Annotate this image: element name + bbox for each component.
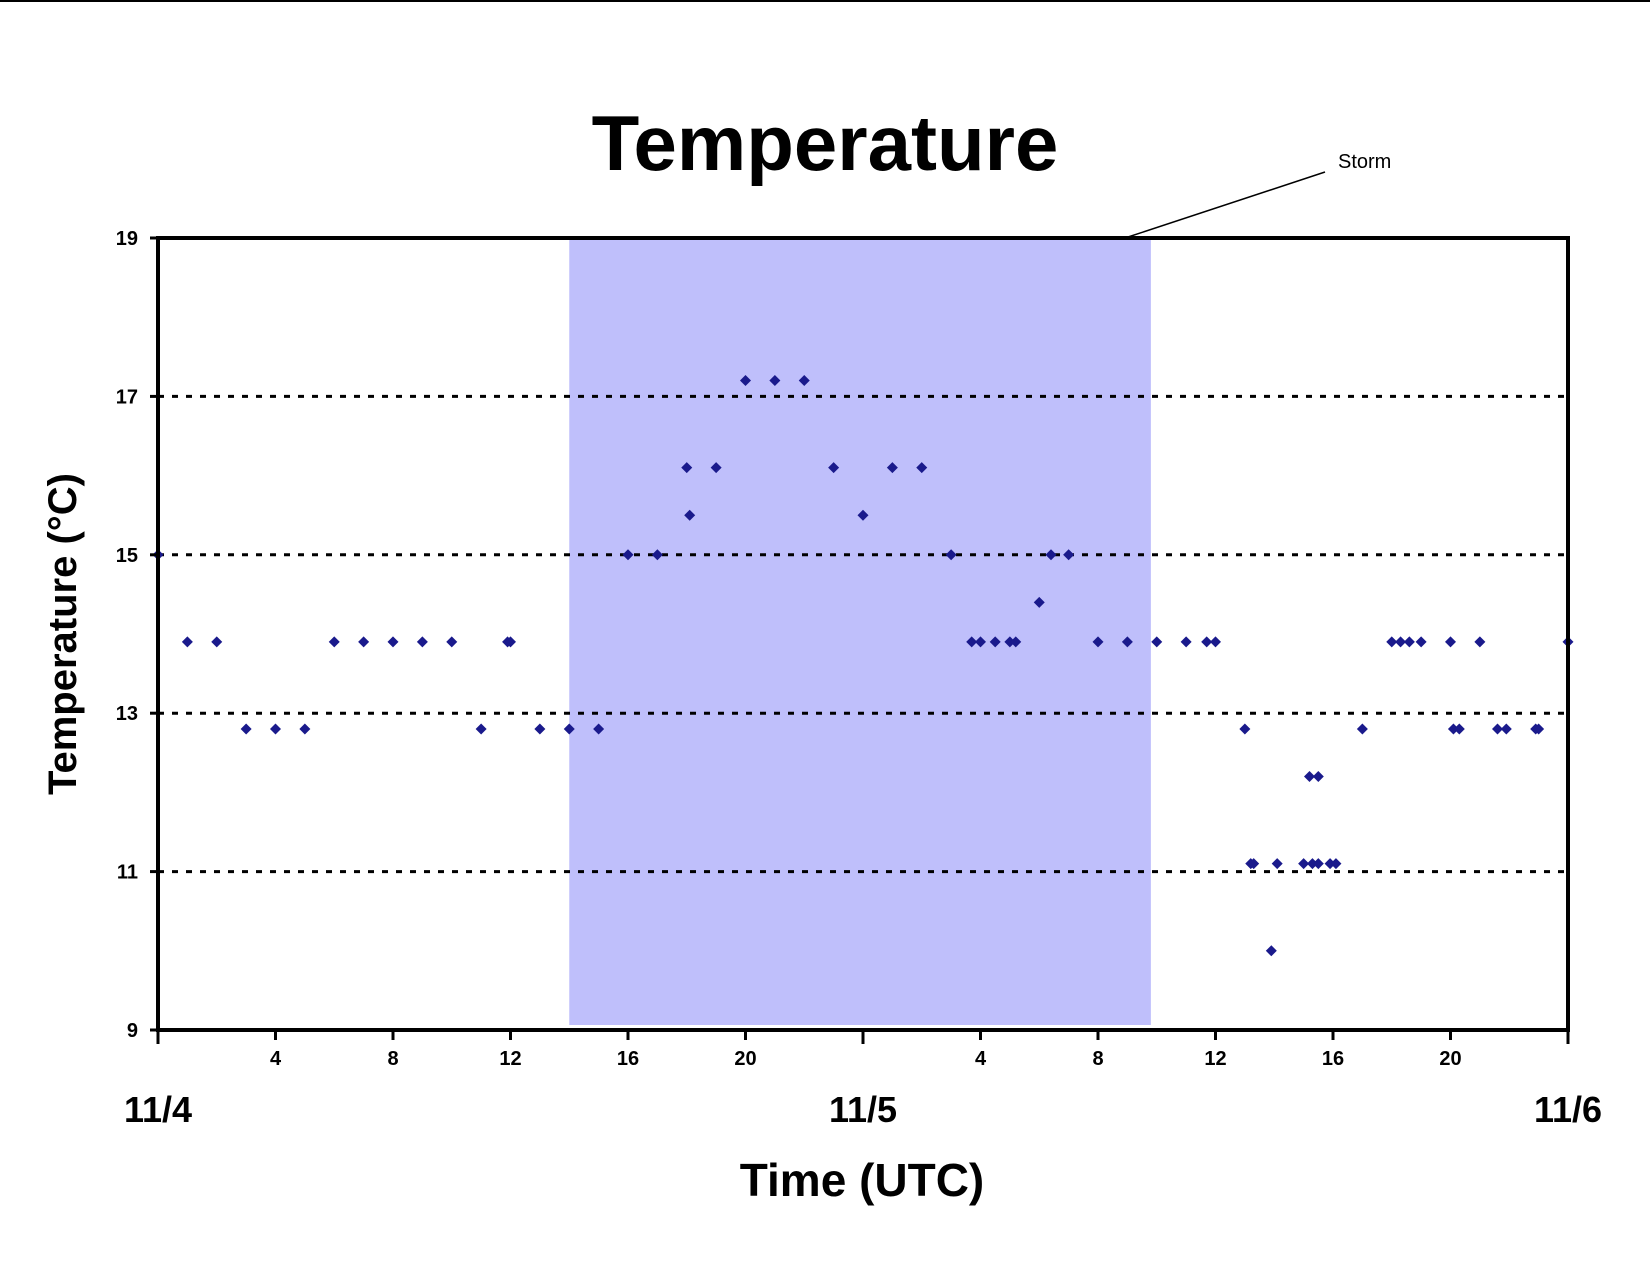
- data-point: [622, 549, 634, 561]
- data-point: [651, 549, 663, 561]
- x-tick-label: 12: [1204, 1048, 1226, 1070]
- data-point: [1312, 771, 1324, 783]
- data-point: [1004, 636, 1016, 648]
- x-tick-label: 12: [499, 1048, 521, 1070]
- data-point: [1201, 636, 1213, 648]
- data-point: [211, 636, 223, 648]
- data-point: [1239, 723, 1251, 735]
- data-point: [1386, 636, 1398, 648]
- data-point: [358, 636, 370, 648]
- data-point: [1312, 858, 1324, 870]
- data-point: [1474, 636, 1486, 648]
- data-point: [1395, 636, 1407, 648]
- y-tick-label: 13: [116, 703, 138, 725]
- data-point: [1492, 723, 1503, 735]
- data-point: [916, 462, 928, 474]
- data-point: [1356, 723, 1368, 735]
- x-day-label: 11/5: [829, 1089, 897, 1130]
- x-day-label: 11/6: [1534, 1089, 1602, 1130]
- data-point: [989, 636, 1001, 648]
- data-point: [1403, 636, 1415, 648]
- x-tick-label: 4: [270, 1048, 282, 1070]
- top-rule: [0, 0, 1650, 2]
- x-tick-label: 20: [1439, 1048, 1461, 1070]
- data-point: [1415, 636, 1427, 648]
- data-point: [975, 636, 986, 648]
- data-point: [1033, 596, 1045, 608]
- x-axis-label: Time (UTC): [740, 1154, 985, 1206]
- data-point: [181, 636, 193, 648]
- data-point: [1453, 723, 1465, 735]
- data-point: [1151, 636, 1163, 648]
- data-point: [240, 723, 252, 735]
- chart-title: Temperature: [592, 99, 1059, 187]
- y-tick-label: 19: [116, 228, 138, 250]
- data-point: [1445, 636, 1456, 648]
- x-tick-label: 8: [1092, 1048, 1103, 1070]
- data-point: [681, 462, 693, 474]
- data-point: [1248, 858, 1260, 870]
- data-point: [1210, 636, 1221, 648]
- y-tick-label: 17: [116, 386, 138, 408]
- data-point: [1265, 945, 1277, 957]
- data-point: [446, 636, 458, 648]
- data-point: [886, 462, 898, 474]
- y-tick-label: 9: [127, 1020, 138, 1042]
- data-point: [857, 509, 869, 521]
- y-tick-label: 15: [116, 545, 138, 567]
- data-point: [684, 509, 696, 521]
- data-point: [563, 723, 575, 735]
- storm-band: [569, 238, 1151, 1025]
- data-point: [593, 723, 605, 735]
- x-tick-label: 8: [387, 1048, 398, 1070]
- data-point: [966, 636, 978, 648]
- data-point: [1298, 858, 1310, 870]
- data-point: [1304, 771, 1315, 783]
- data-point: [505, 636, 516, 648]
- data-point: [1306, 858, 1318, 870]
- data-point: [299, 723, 311, 735]
- data-point: [1447, 723, 1459, 735]
- data-point: [1121, 636, 1133, 648]
- x-tick-label: 4: [975, 1048, 987, 1070]
- data-point: [1271, 858, 1283, 870]
- data-point: [534, 723, 546, 735]
- data-point: [710, 462, 722, 474]
- data-point: [1533, 723, 1545, 735]
- data-point: [1180, 636, 1192, 648]
- data-point: [1092, 636, 1104, 648]
- data-point: [1063, 549, 1075, 561]
- data-point: [1045, 549, 1057, 561]
- data-point: [1330, 858, 1342, 870]
- data-point: [475, 723, 487, 735]
- data-point: [1010, 636, 1022, 648]
- storm-annotation-label: Storm: [1338, 151, 1391, 173]
- data-point: [270, 723, 281, 735]
- data-point: [1324, 858, 1336, 870]
- storm-annotation-leader: [1124, 171, 1326, 239]
- x-day-label: 11/4: [124, 1089, 192, 1130]
- x-tick-label: 16: [1322, 1048, 1344, 1070]
- y-axis-label: Temperature (°C): [41, 473, 85, 795]
- x-tick-label: 20: [734, 1048, 756, 1070]
- data-point: [328, 636, 340, 648]
- data-point: [387, 636, 399, 648]
- x-tick-label: 16: [617, 1048, 639, 1070]
- data-point: [1500, 723, 1512, 735]
- data-point: [828, 462, 840, 474]
- data-point: [740, 375, 751, 387]
- data-point: [945, 549, 957, 561]
- y-tick-label: 11: [117, 862, 138, 884]
- data-point: [798, 375, 810, 387]
- data-point: [416, 636, 428, 648]
- data-point: [769, 375, 781, 387]
